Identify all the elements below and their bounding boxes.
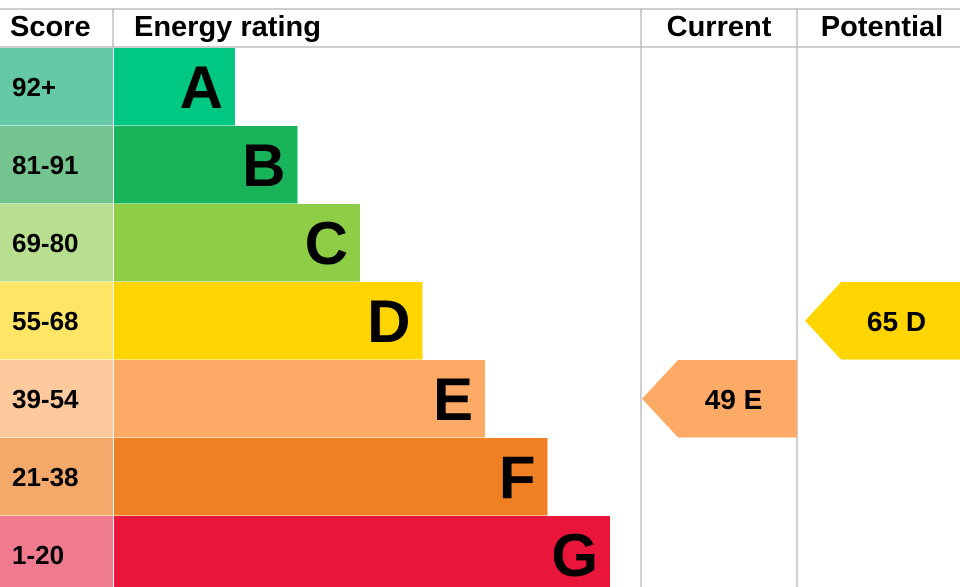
rating-letter-d: D — [367, 288, 410, 355]
rating-bar-f — [114, 438, 548, 516]
rating-letter-a: A — [180, 54, 223, 121]
rating-letter-g: G — [551, 522, 598, 587]
score-cell-f — [0, 438, 113, 516]
potential-header: Potential — [821, 11, 943, 43]
potential-rating-label: 65 D — [867, 306, 926, 337]
rating-bar-g — [114, 516, 610, 587]
score-label-c: 69-80 — [12, 228, 79, 258]
rating-letter-e: E — [433, 366, 473, 433]
rating-arrows: 49 E 65 D — [642, 282, 960, 438]
rating-bar-b — [114, 126, 298, 204]
score-label-a: 92+ — [12, 72, 56, 102]
score-label-e: 39-54 — [12, 384, 79, 414]
rating-bar-a — [114, 48, 235, 126]
potential-rating-arrow — [805, 282, 960, 360]
rating-bar-d — [114, 282, 423, 360]
current-rating-arrow — [642, 360, 797, 438]
energy-rating-header: Energy rating — [134, 11, 321, 43]
rating-letter-f: F — [499, 444, 536, 511]
score-cell-a — [0, 48, 113, 126]
rating-letter-c: C — [305, 210, 348, 277]
score-cell-d — [0, 282, 113, 360]
table-grid — [0, 8, 960, 587]
rating-bar-c — [114, 204, 360, 282]
rating-bands: 92+ A 81-91 B 69-80 C 55-68 D 39-54 E 21-38 F 1-20 G — [0, 48, 610, 587]
current-rating-label: 49 E — [705, 384, 763, 415]
score-label-d: 55-68 — [12, 306, 79, 336]
score-label-f: 21-38 — [12, 462, 79, 492]
score-cell-g — [0, 516, 113, 587]
score-cell-c — [0, 204, 113, 282]
score-cell-b — [0, 126, 113, 204]
score-label-b: 81-91 — [12, 150, 79, 180]
rating-bar-e — [114, 360, 485, 438]
score-label-g: 1-20 — [12, 540, 64, 570]
rating-letter-b: B — [242, 132, 285, 199]
score-header: Score — [10, 11, 91, 43]
score-cell-e — [0, 360, 113, 438]
current-header: Current — [667, 11, 772, 43]
